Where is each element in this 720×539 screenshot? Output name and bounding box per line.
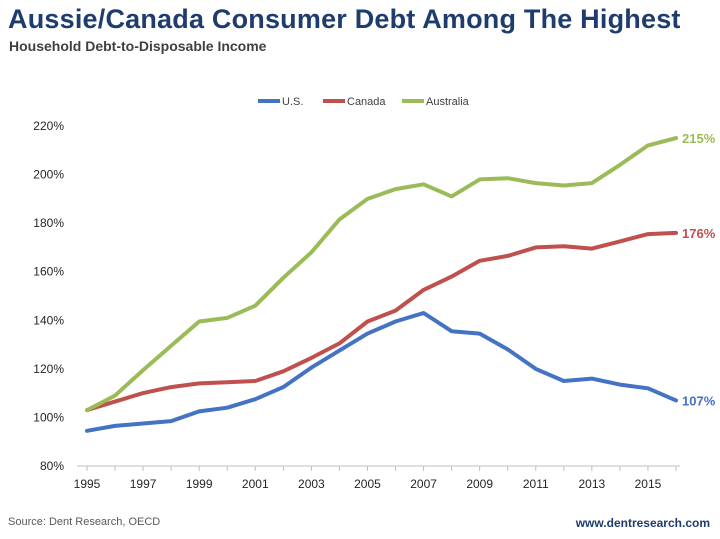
- y-tick-label: 120%: [33, 362, 64, 376]
- x-tick-label: 2013: [579, 477, 606, 491]
- y-tick-label: 220%: [33, 119, 64, 133]
- legend-label-canada: Canada: [347, 96, 386, 108]
- end-label-australia: 215%: [682, 131, 716, 146]
- y-tick-label: 80%: [40, 459, 64, 473]
- end-label-us: 107%: [682, 393, 716, 408]
- y-tick-label: 180%: [33, 216, 64, 230]
- legend-label-australia: Australia: [426, 96, 470, 108]
- chart-subtitle: Household Debt-to-Disposable Income: [9, 38, 267, 54]
- y-tick-label: 100%: [33, 410, 64, 424]
- y-tick-label: 140%: [33, 313, 64, 327]
- x-tick-label: 2005: [354, 477, 381, 491]
- x-tick-label: 1997: [130, 477, 157, 491]
- x-tick-label: 1999: [186, 477, 213, 491]
- series-line-australia: [85, 136, 678, 413]
- legend-label-us: U.S.: [282, 96, 303, 108]
- x-tick-label: 2001: [242, 477, 269, 491]
- x-tick-label: 2003: [298, 477, 325, 491]
- chart-title: Aussie/Canada Consumer Debt Among The Hi…: [8, 4, 681, 34]
- website-credit: www.dentresearch.com: [575, 516, 710, 530]
- x-tick-label: 2015: [635, 477, 662, 491]
- x-tick-label: 2011: [523, 477, 549, 491]
- y-tick-label: 200%: [33, 168, 64, 182]
- x-tick-label: 1995: [74, 477, 101, 491]
- x-tick-label: 2007: [410, 477, 437, 491]
- end-label-canada: 176%: [682, 226, 716, 241]
- series-line-us: [85, 311, 678, 433]
- y-tick-label: 160%: [33, 265, 64, 279]
- x-tick-label: 2009: [466, 477, 493, 491]
- source-note: Source: Dent Research, OECD: [8, 516, 161, 528]
- series-line-canada: [85, 230, 678, 413]
